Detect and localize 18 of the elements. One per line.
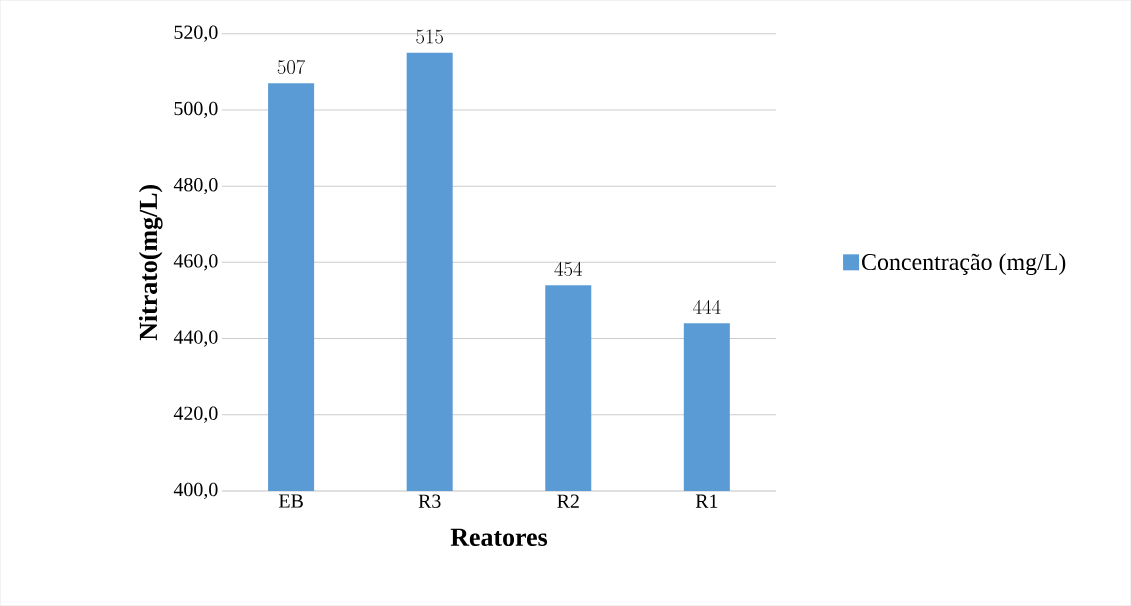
x-tick-label: R2 <box>557 494 579 508</box>
y-tick-label: 420,0 <box>173 406 218 424</box>
y-tick-label: 520,0 <box>174 25 218 43</box>
y-tick-label: 460,0 <box>173 254 218 271</box>
y-tick-label: 480,0 <box>173 178 218 195</box>
y-tick-label: 440,0 <box>173 330 218 347</box>
legend-label: Concentração (mg/L) <box>862 253 1066 276</box>
data-label: 507 <box>277 59 306 75</box>
y-tick-label: 400,0 <box>173 482 218 500</box>
y-tick-label: 500,0 <box>174 101 218 119</box>
x-tick-label: R1 <box>695 494 718 508</box>
x-tick-label: R3 <box>418 494 441 509</box>
x-axis-title: Reatores <box>450 528 548 547</box>
x-tick-label: EB <box>278 494 303 508</box>
data-label: 515 <box>416 29 444 44</box>
data-label: 444 <box>693 300 721 314</box>
y-axis-title: Nitrato(mg/L) <box>138 185 163 341</box>
data-label: 454 <box>554 261 583 277</box>
